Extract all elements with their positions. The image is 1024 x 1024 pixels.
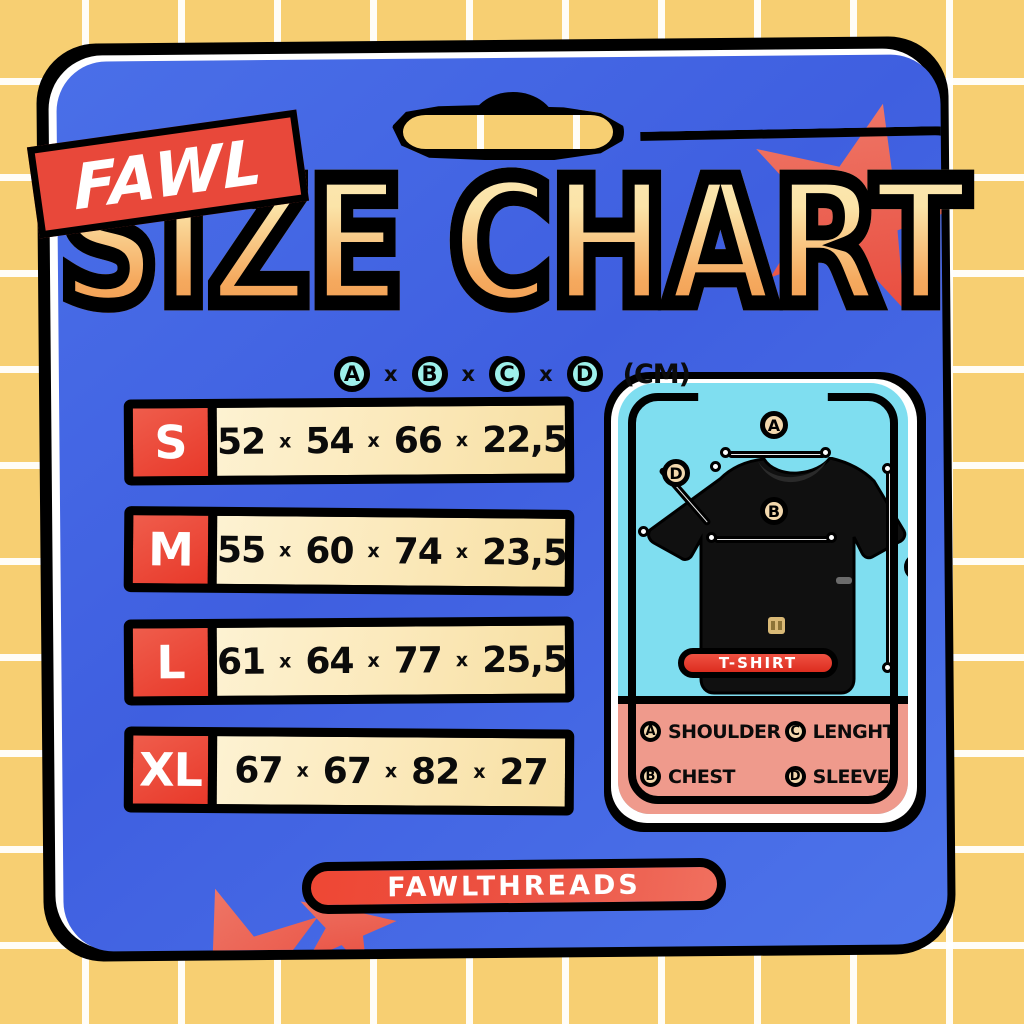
footer-brand-pill: FAWLTHREADS xyxy=(301,857,727,915)
fawl-brand-badge-label: FAWL xyxy=(72,124,264,224)
hanger-hole xyxy=(392,104,624,160)
measure-endpoint-length-top xyxy=(882,463,893,474)
size-values-xl: 67 x 67 x 82 x 27 xyxy=(216,736,566,807)
legend-item-chest: B CHEST xyxy=(640,766,781,788)
legend-label-sleeve: SLEEVE xyxy=(812,765,890,788)
size-label-xl: XL xyxy=(132,735,218,805)
size-value-b: 67 xyxy=(322,750,372,792)
measure-line-chest xyxy=(714,536,832,543)
legend-badge-d: D xyxy=(784,766,806,787)
measure-endpoint-shoulder-right xyxy=(820,447,831,458)
size-value-a: 52 xyxy=(216,421,266,463)
size-value-a: 55 xyxy=(216,529,266,571)
legend-badge-a: A xyxy=(640,721,661,742)
table-row: XL 67 x 67 x 82 x 27 xyxy=(123,726,575,816)
measurement-diagram-panel: A B C D T-SHIRT A SHOULDER C LENGHT xyxy=(604,372,926,832)
measure-key-badge-c: C xyxy=(489,356,526,392)
measure-key-separator-3: x xyxy=(539,362,553,386)
size-value-c: 66 xyxy=(393,419,443,462)
measure-endpoint-shoulder-left xyxy=(720,447,731,458)
size-values-l: 61 x 64 x 77 x 25,5 xyxy=(216,625,568,696)
size-label-text: XL xyxy=(138,742,203,797)
size-label-text: S xyxy=(154,415,187,470)
measure-key-separator-1: x xyxy=(383,362,398,386)
size-value-d: 22,5 xyxy=(481,418,568,461)
measure-endpoint-sleeve-bottom xyxy=(638,526,649,537)
size-value-d: 27 xyxy=(499,751,548,793)
legend-label-length: LENGHT xyxy=(812,720,896,743)
value-separator: x xyxy=(455,429,469,452)
value-separator: x xyxy=(296,759,309,782)
measure-line-length xyxy=(886,469,893,669)
value-separator: x xyxy=(367,649,380,672)
value-separator: x xyxy=(384,760,398,783)
measure-line-shoulder xyxy=(728,451,826,458)
legend-panel-background xyxy=(618,696,908,814)
legend-badge-b: B xyxy=(640,766,661,787)
size-value-a: 61 xyxy=(216,641,266,683)
diagram-marker-b: B xyxy=(760,497,788,525)
value-separator: x xyxy=(279,650,292,673)
diagram-panel-body: A B C D T-SHIRT A SHOULDER C LENGHT xyxy=(618,383,908,814)
size-table: S 52 x 54 x 66 x 22,5 M 55 x 60 x 74 xyxy=(123,396,575,838)
product-type-pill: T-SHIRT xyxy=(678,648,838,678)
diagram-marker-a: A xyxy=(760,411,788,439)
legend-label-shoulder: SHOULDER xyxy=(668,720,781,743)
size-value-d: 23,5 xyxy=(481,531,568,574)
measurement-key-row: A x B x C x D (CM) xyxy=(0,356,1024,392)
value-separator: x xyxy=(279,430,292,453)
size-value-d: 25,5 xyxy=(481,638,568,681)
value-separator: x xyxy=(279,539,292,562)
size-value-a: 67 xyxy=(234,749,283,792)
size-label-text: L xyxy=(156,635,185,690)
size-value-b: 54 xyxy=(305,420,354,462)
size-value-b: 64 xyxy=(305,640,354,682)
measure-key-badge-a: A xyxy=(333,356,370,392)
table-row: L 61 x 64 x 77 x 25,5 xyxy=(123,616,575,706)
size-label-l: L xyxy=(132,627,218,697)
table-row: M 55 x 60 x 74 x 23,5 xyxy=(123,506,575,596)
legend-item-length: C LENGHT xyxy=(784,720,896,743)
measure-key-badge-b: B xyxy=(411,356,448,392)
value-separator: x xyxy=(367,429,380,452)
size-label-s: S xyxy=(132,407,218,477)
legend-badge-c: C xyxy=(784,721,806,742)
product-type-label: T-SHIRT xyxy=(718,654,798,672)
measure-key-badge-d: D xyxy=(566,356,603,392)
value-separator: x xyxy=(473,760,486,783)
size-label-text: M xyxy=(147,522,194,577)
measure-key-unit: (CM) xyxy=(622,358,691,390)
measure-key-separator-2: x xyxy=(461,362,476,386)
measure-endpoint-sleeve-top xyxy=(710,461,721,472)
legend-item-sleeve: D SLEEVE xyxy=(784,765,895,788)
size-value-b: 60 xyxy=(305,530,354,572)
size-values-s: 52 x 54 x 66 x 22,5 xyxy=(216,405,568,476)
value-separator: x xyxy=(455,540,469,564)
measure-endpoint-chest-left xyxy=(706,532,717,543)
size-value-c: 82 xyxy=(410,750,460,793)
measure-endpoint-chest-right xyxy=(826,532,837,543)
size-label-m: M xyxy=(132,515,218,584)
size-value-c: 77 xyxy=(393,639,443,682)
footer-brand-label: FAWLTHREADS xyxy=(387,869,641,903)
size-value-c: 74 xyxy=(393,530,443,573)
tshirt-illustration xyxy=(647,457,907,695)
diagram-marker-d: D xyxy=(662,459,690,487)
value-separator: x xyxy=(455,649,469,672)
legend-label-chest: CHEST xyxy=(668,765,735,788)
value-separator: x xyxy=(367,540,380,563)
measure-endpoint-length-bottom xyxy=(882,662,893,673)
table-row: S 52 x 54 x 66 x 22,5 xyxy=(123,396,575,486)
measurement-legend: A SHOULDER C LENGHT B CHEST D SLEEVE xyxy=(640,710,896,798)
size-values-m: 55 x 60 x 74 x 23,5 xyxy=(216,515,568,587)
legend-item-shoulder: A SHOULDER xyxy=(640,721,781,743)
